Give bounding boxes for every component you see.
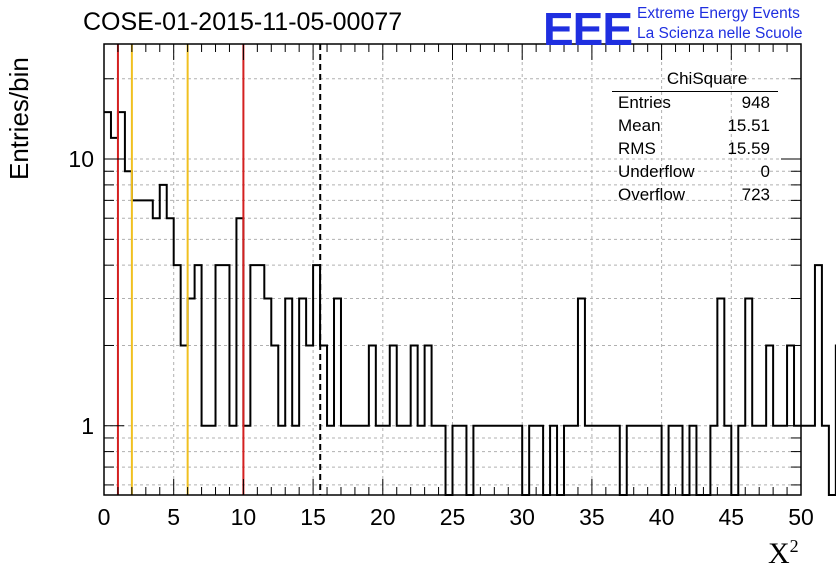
stats-row-mean: Mean 15.51 (612, 114, 778, 137)
x-tick-label: 50 (788, 504, 814, 530)
x-tick-label: 40 (649, 504, 675, 530)
axes-layer: 0 5 10 15 20 25 30 35 40 45 50 1 10 (68, 43, 814, 530)
x-axis-label-sup: 2 (789, 536, 799, 556)
histogram-layer (104, 111, 836, 496)
stats-row-entries: Entries 948 (612, 91, 778, 114)
x-tick-label: 10 (231, 504, 257, 530)
x-tick-label: 5 (167, 504, 180, 530)
stats-label: Mean (618, 116, 661, 135)
stats-row-underflow: Underflow 0 (612, 160, 778, 183)
stats-label: Entries (618, 93, 671, 112)
stats-value: 948 (741, 93, 770, 112)
histogram-outline (104, 111, 836, 496)
stats-value: 723 (741, 185, 770, 204)
x-tick-label: 30 (509, 504, 535, 530)
x-tick-label: 20 (370, 504, 396, 530)
stats-title: ChiSquare (666, 69, 748, 88)
stats-row-rms: RMS 15.59 (612, 137, 778, 160)
stats-label: RMS (618, 139, 656, 158)
y-axis-label: Entries/bin (4, 57, 34, 180)
stats-value: 0 (760, 162, 770, 181)
x-tick-label: 15 (300, 504, 326, 530)
stats-box: ChiSquare Entries 948 Mean 15.51 RMS 15.59 … (612, 67, 778, 206)
reference-lines-layer (116, 44, 322, 495)
x-axis-label-base: X (768, 537, 790, 570)
x-tick-label: 25 (440, 504, 466, 530)
stats-label: Underflow (618, 162, 695, 181)
x-tick-label: 0 (98, 504, 111, 530)
logo-line-1: Extreme Energy Events (637, 5, 800, 22)
y-tick-label: 1 (81, 413, 94, 439)
stats-divider (612, 91, 778, 92)
stats-label: Overflow (618, 185, 686, 204)
x-tick-label: 45 (719, 504, 745, 530)
stats-value: 15.59 (727, 139, 770, 158)
x-tick-label: 35 (579, 504, 605, 530)
stats-row-overflow: Overflow 723 (612, 183, 778, 206)
x-axis-label: X2 (768, 536, 799, 571)
chart-title: COSE-01-2015-11-05-00077 (83, 8, 403, 36)
stats-value: 15.51 (727, 116, 770, 135)
logo-line-2: La Scienza nelle Scuole (637, 25, 803, 42)
eee-logo: EEE (543, 3, 633, 55)
y-tick-label: 10 (68, 146, 94, 172)
